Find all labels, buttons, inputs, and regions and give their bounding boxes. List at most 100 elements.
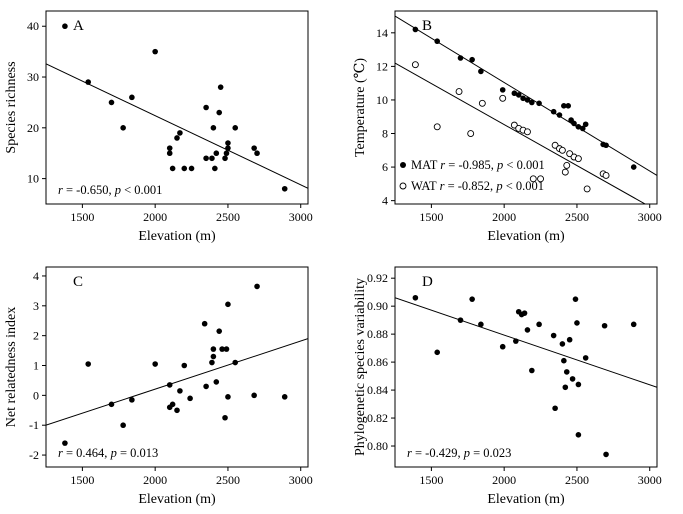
- plot-frame: [394, 10, 658, 205]
- x-tick-label: 1500: [419, 473, 443, 487]
- data-point-mat: [529, 99, 535, 106]
- data-point-psv: [603, 451, 609, 458]
- data-point-nri: [210, 353, 217, 360]
- y-tick-label: 20: [27, 121, 39, 135]
- x-tick-label: 2000: [143, 210, 167, 224]
- data-point-nri: [225, 394, 231, 400]
- data-point-mat: [561, 103, 567, 109]
- data-point-psv: [601, 322, 608, 329]
- regression-line: [395, 297, 657, 388]
- data-point-species-richness: [85, 79, 92, 85]
- x-tick-label: 1500: [70, 210, 94, 224]
- data-point-mat: [511, 90, 518, 97]
- data-point-psv: [563, 369, 570, 375]
- data-point-wat: [529, 175, 537, 183]
- y-tick-label: 30: [27, 70, 39, 84]
- data-point-nri: [187, 395, 193, 402]
- y-axis-label: Net relatedness index: [4, 307, 19, 428]
- data-point-wat: [537, 175, 545, 183]
- data-point-nri: [210, 346, 217, 352]
- y-tick-label: 14: [376, 26, 388, 40]
- data-point-psv: [457, 317, 464, 323]
- data-point-psv: [582, 355, 589, 361]
- data-point-psv: [552, 405, 558, 412]
- data-point-mat: [630, 164, 637, 170]
- data-point-psv: [412, 294, 419, 301]
- x-tick-label: 2500: [216, 210, 240, 224]
- y-tick-label: 0.86: [367, 355, 388, 369]
- data-point-psv: [529, 367, 535, 374]
- data-point-species-richness: [203, 104, 209, 111]
- data-point-psv: [562, 384, 569, 391]
- data-point-nri: [225, 301, 231, 308]
- data-point-nri: [120, 422, 126, 429]
- y-tick-label: 12: [376, 59, 388, 73]
- data-point-species-richness: [166, 145, 173, 151]
- x-tick-label: 3000: [638, 210, 662, 224]
- data-point-species-richness: [225, 145, 231, 151]
- y-tick-label: 3: [33, 299, 39, 313]
- data-point-wat: [524, 128, 531, 136]
- panel-c: 1500 2000 2500 3000 -2 -1 0 1 2 3 4 Elevation (m) Ne…: [4, 266, 313, 507]
- y-tick-label: 0.90: [367, 299, 388, 313]
- data-point-nri: [177, 388, 183, 394]
- data-point-species-richness: [152, 48, 158, 55]
- data-point-nri: [254, 283, 260, 290]
- data-point-psv: [536, 321, 542, 328]
- x-axis-label: Elevation (m): [138, 229, 216, 244]
- data-point-wat: [558, 146, 566, 154]
- data-point-nri: [203, 383, 209, 390]
- data-point-species-richness: [213, 150, 220, 157]
- data-point-wat: [563, 161, 571, 169]
- panel-letter: D: [422, 274, 433, 290]
- data-point-species-richness: [225, 140, 231, 146]
- y-axis-label: Species richness: [4, 61, 19, 153]
- data-point-mat: [571, 120, 577, 127]
- data-point-nri: [201, 320, 208, 327]
- data-point-psv: [478, 321, 484, 328]
- data-point-species-richness: [222, 155, 228, 162]
- x-tick-label: 3000: [638, 473, 662, 487]
- y-tick-label: 10: [376, 93, 388, 107]
- y-tick-label: 4: [33, 269, 39, 283]
- data-point-psv: [575, 381, 582, 388]
- data-point-psv: [499, 343, 506, 350]
- data-point-species-richness: [62, 23, 68, 30]
- data-point-nri: [166, 382, 173, 388]
- data-point-mat: [575, 124, 582, 130]
- x-axis-label: Elevation (m): [138, 492, 216, 507]
- data-point-wat: [561, 168, 569, 176]
- data-point-species-richness: [254, 150, 260, 157]
- data-point-mat: [582, 121, 589, 128]
- y-tick-label: 2: [33, 329, 39, 343]
- legend-entry-wat: WAT r = -0.852, p < 0.001: [411, 179, 544, 193]
- data-point-mat: [556, 112, 563, 118]
- data-point-mat: [536, 100, 542, 107]
- data-point-psv: [574, 320, 580, 326]
- regression-line: [395, 62, 647, 204]
- data-point-wat: [455, 88, 463, 96]
- panel-a: 1500 2000 2500 3000 10 20 30 40 Elevation (m) Spe…: [4, 10, 313, 244]
- y-tick-label: 0.92: [367, 271, 388, 285]
- data-point-psv: [630, 321, 637, 328]
- data-point-psv: [561, 357, 567, 364]
- x-tick-label: 1500: [419, 210, 443, 224]
- data-point-nri: [209, 359, 215, 366]
- regression-line: [395, 15, 657, 176]
- x-tick-label: 2500: [216, 473, 240, 487]
- data-point-nri: [213, 379, 220, 385]
- data-point-species-richness: [203, 155, 209, 162]
- y-tick-label: 4: [382, 194, 388, 208]
- y-tick-label: 8: [382, 127, 388, 141]
- data-point-mat: [550, 108, 557, 115]
- data-point-mat: [469, 56, 475, 63]
- data-point-nri: [85, 361, 92, 367]
- data-point-wat: [433, 123, 441, 131]
- data-point-nri: [62, 440, 68, 446]
- x-tick-label: 2000: [492, 210, 516, 224]
- plot-frame: [394, 266, 658, 468]
- y-tick-label: 0.88: [367, 327, 388, 341]
- panel-letter: B: [422, 18, 432, 34]
- y-tick-label: -1: [29, 418, 39, 432]
- y-tick-label: 10: [27, 172, 39, 186]
